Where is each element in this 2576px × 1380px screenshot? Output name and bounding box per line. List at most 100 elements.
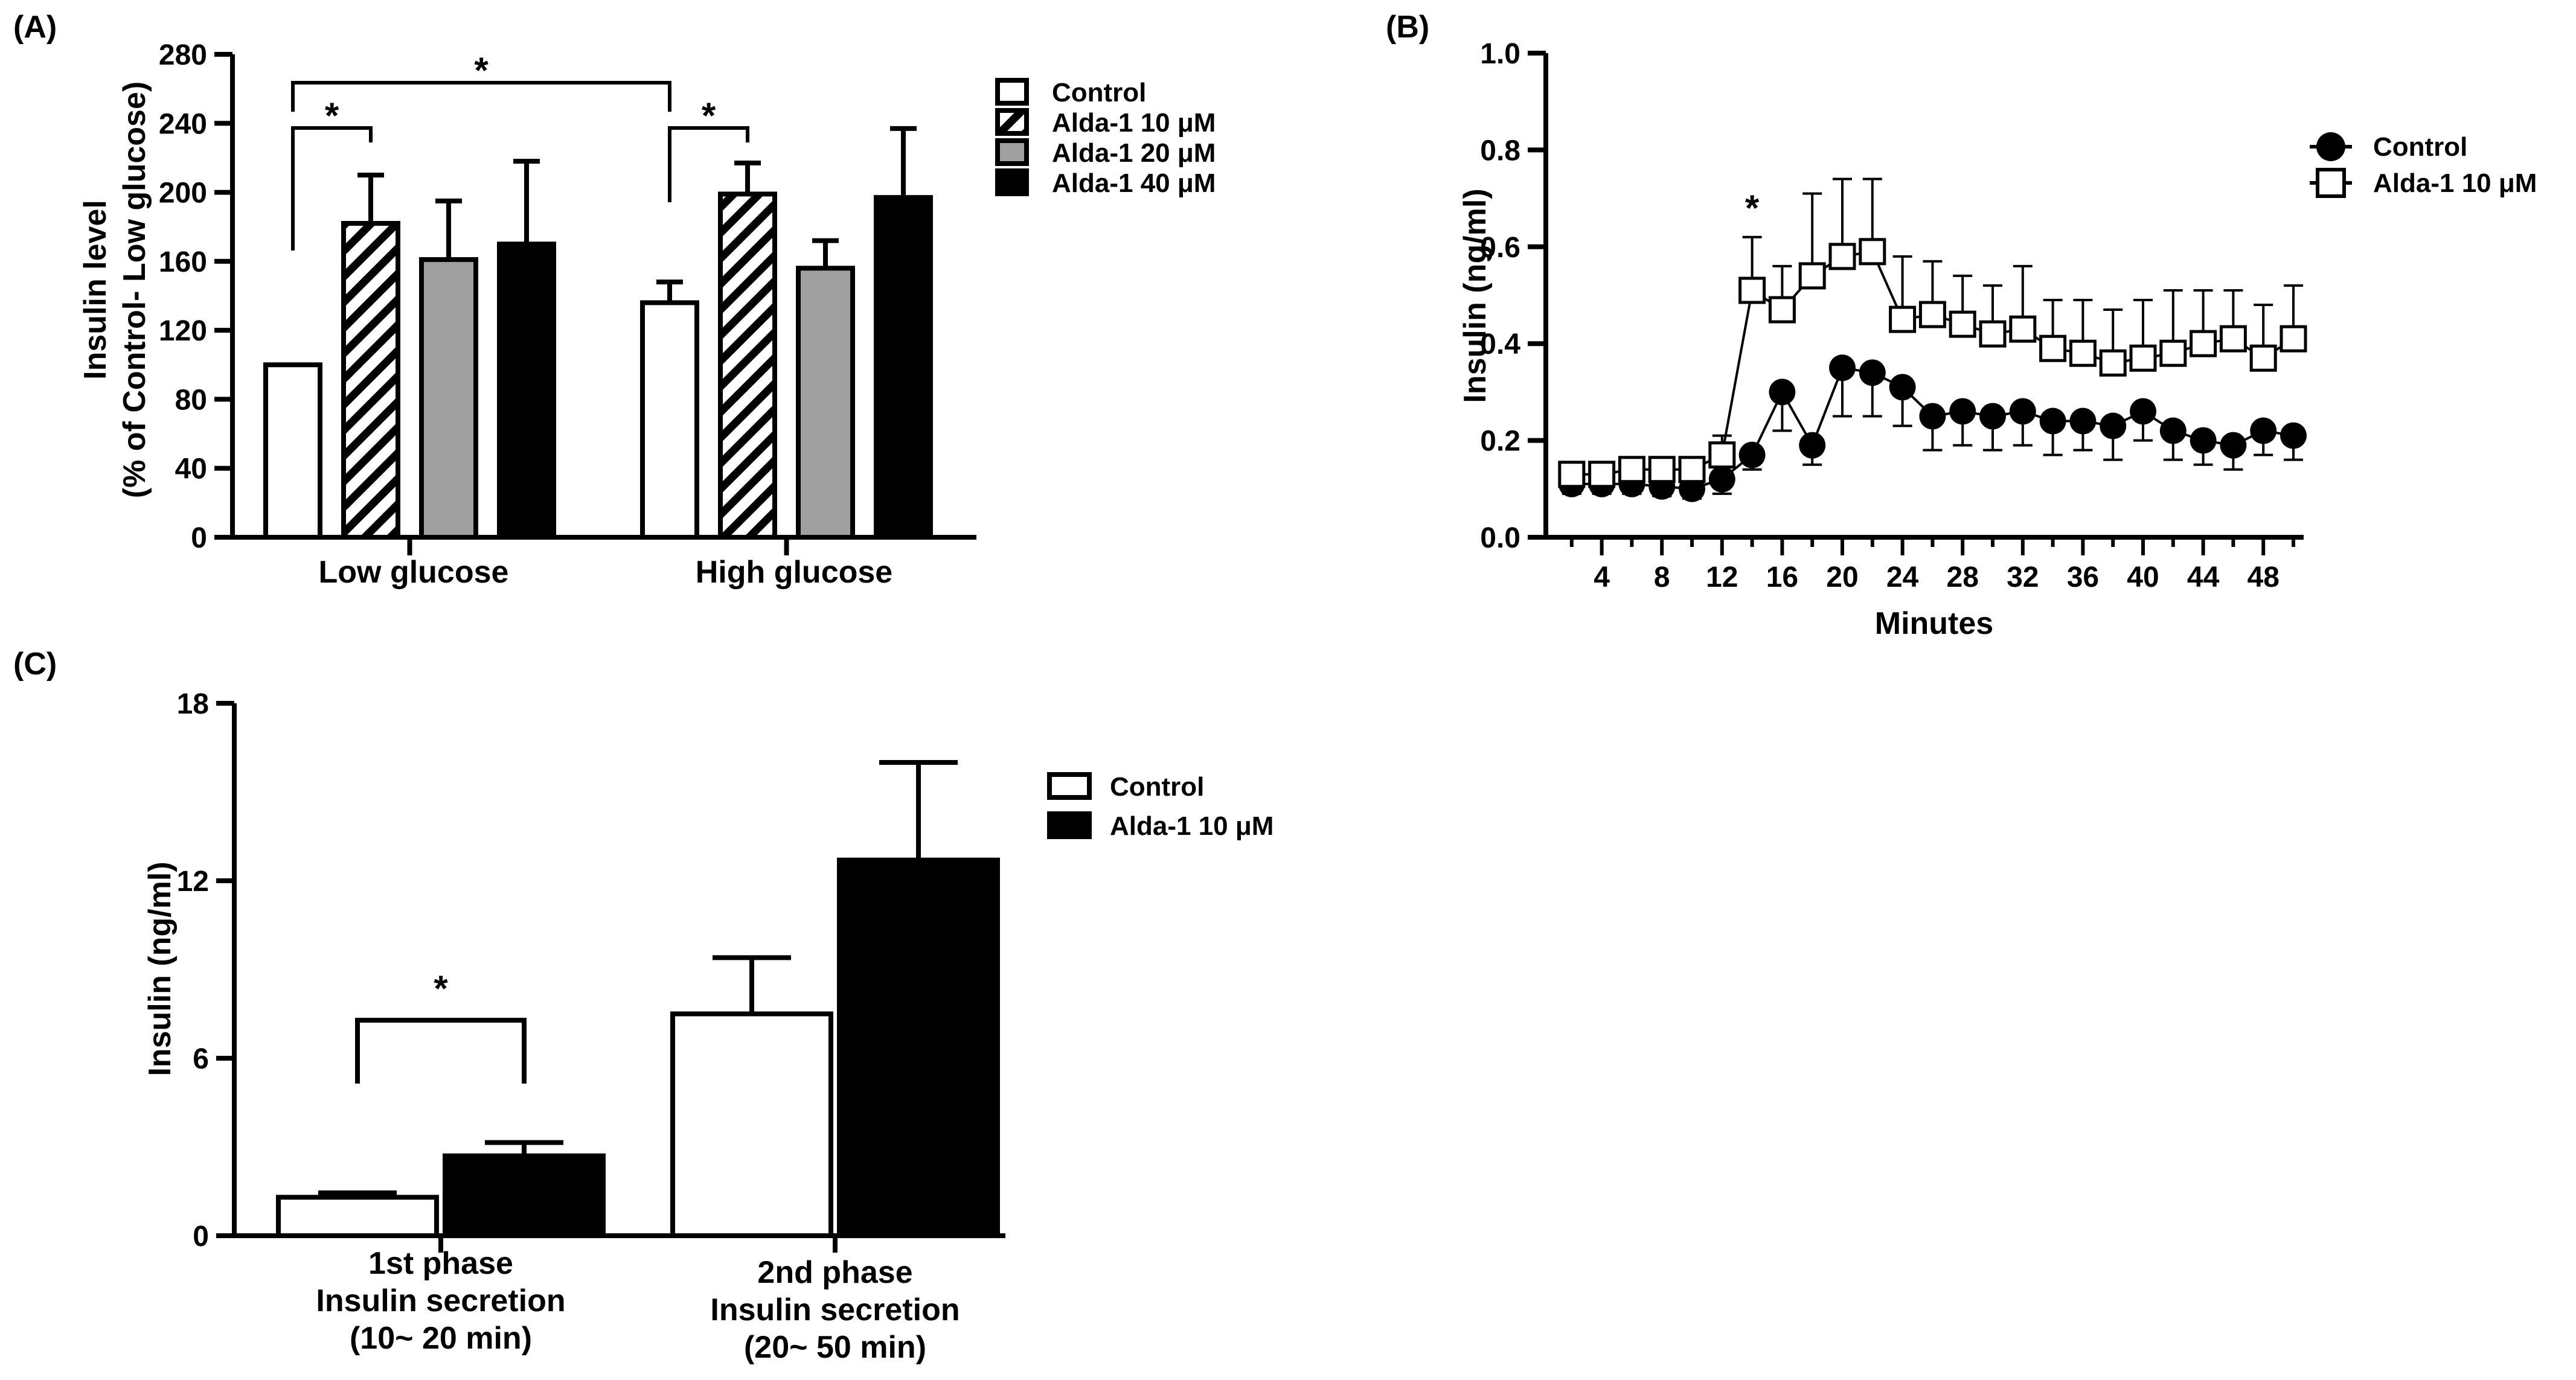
significance-bracket (291, 81, 671, 112)
panel-a-group-label-low: Low glucose (319, 555, 509, 590)
legend-marker-alda10 (2316, 168, 2346, 198)
panel-c-annotations: * (355, 968, 527, 1084)
panel-c-legend: Control Alda-1 10 μM (1047, 772, 1274, 841)
data-point (1769, 379, 1796, 406)
bar (443, 1153, 606, 1238)
x-tick-label: 44 (2187, 561, 2220, 593)
series-alda-10 (1558, 177, 2307, 488)
data-point (2100, 412, 2127, 439)
data-point (1708, 441, 1736, 469)
data-point (1979, 403, 2006, 430)
data-point (1678, 456, 1706, 484)
panel-a-ylabel-line1: Insulin level (78, 200, 113, 380)
bar (796, 266, 855, 540)
panel-c-cat2-line3: (20~ 50 min) (744, 1330, 926, 1365)
bar (276, 1195, 439, 1239)
panel-b-legend: Control Alda-1 10 μM (2310, 132, 2537, 198)
data-point (1768, 296, 1796, 324)
legend-swatch-alda40 (995, 168, 1029, 196)
y-tick-label: 80 (175, 384, 207, 416)
legend-label-alda40: Alda-1 40 μM (1052, 168, 1216, 198)
bar (640, 300, 699, 540)
data-point (2069, 407, 2097, 435)
data-point (1828, 243, 1856, 270)
bar (341, 221, 400, 540)
legend-marker-control (2316, 132, 2345, 161)
bar (670, 1011, 833, 1238)
y-tick-label: 280 (159, 39, 207, 71)
panel-a-ylabel-line2: (% of Control- Low glucose) (117, 81, 152, 498)
panel-a-annotations: * * * (291, 50, 749, 251)
data-point (1859, 238, 1886, 266)
panel-c-ylabel: Insulin (ng/ml) (143, 861, 178, 1076)
x-tick-label: 20 (1826, 561, 1858, 593)
x-tick-label: 12 (1706, 561, 1738, 593)
significance-star: * (325, 95, 339, 136)
panel-c: (C) 0 6 12 18 * Insulin (ng/ml) 1st phase I… (13, 647, 1274, 1365)
panel-b-xlabel: Minutes (1875, 606, 1993, 641)
panel-c-cat2-line1: 2nd phase (757, 1255, 912, 1290)
data-point (2280, 422, 2307, 449)
data-point (2129, 344, 2157, 372)
legend-swatch-alda20 (995, 138, 1029, 166)
panel-a-bars (263, 126, 933, 540)
legend-swatch-control (1047, 772, 1092, 800)
legend-label-alda20: Alda-1 20 μM (1052, 138, 1216, 168)
bar (718, 191, 777, 540)
data-point (1648, 456, 1676, 484)
data-point (2190, 330, 2217, 357)
x-tick-label: 4 (1594, 561, 1610, 593)
panel-c-cat1-line2: Insulin secretion (316, 1283, 565, 1318)
data-point (1618, 456, 1645, 484)
panel-c-label: (C) (13, 647, 57, 682)
data-point (1919, 403, 1946, 430)
bar (263, 362, 322, 540)
data-point (1799, 432, 1826, 459)
y-tick-label: 0.6 (1480, 232, 1520, 264)
y-tick-label: 160 (159, 246, 207, 278)
x-tick-label: 48 (2248, 561, 2280, 593)
x-tick-label: 16 (1766, 561, 1798, 593)
data-point (1588, 461, 1616, 488)
panel-c-cat2-line2: Insulin secretion (710, 1292, 960, 1327)
panel-b-axes: 0.00.20.40.60.81.04 8 12 16 20 24 28 32 36 40 44 48 (1480, 38, 2304, 593)
series-control (1558, 354, 2307, 502)
data-point (1979, 320, 2007, 348)
data-point (1708, 465, 1735, 493)
bar (419, 257, 478, 540)
data-point (2009, 315, 2037, 343)
data-point (1889, 305, 1917, 333)
x-tick-label: 40 (2127, 561, 2159, 593)
x-tick-label: 32 (2007, 561, 2039, 593)
panel-c-cat1-line3: (10~ 20 min) (350, 1321, 532, 1356)
x-tick-label: 8 (1654, 561, 1670, 593)
y-tick-label: 0.4 (1480, 328, 1520, 360)
legend-label-alda10: Alda-1 10 μM (1052, 108, 1216, 138)
data-point (2249, 344, 2277, 372)
panel-a-group-label-high: High glucose (696, 555, 892, 590)
data-point (1949, 398, 1976, 425)
legend-label-control: Control (1052, 78, 1146, 107)
legend-swatch-alda10 (1047, 811, 1092, 839)
data-point (2159, 339, 2187, 367)
legend-label-alda10: Alda-1 10 μM (1110, 811, 1274, 841)
bar (497, 241, 556, 540)
panel-b: (B) 0.00.20.40.60.81.04 8 12 16 20 24 28 32 36 40… (1386, 10, 2537, 641)
panel-b-ylabel: Insulin (ng/ml) (1458, 188, 1493, 403)
y-tick-label: 120 (159, 315, 207, 347)
y-tick-label: 0 (193, 1221, 209, 1253)
y-tick-label: 6 (193, 1043, 209, 1075)
x-tick-label: 28 (1947, 561, 1979, 593)
panel-b-series: * (1558, 177, 2307, 502)
y-tick-label: 12 (177, 866, 209, 898)
bar (874, 195, 933, 540)
legend-label-control: Control (2373, 132, 2467, 162)
y-tick-label: 18 (177, 688, 209, 720)
data-point (2219, 325, 2247, 353)
panel-a: (A) 0 40 80 120 160 200 240 280 * * * Insulin lev… (13, 10, 1216, 590)
data-point (1889, 374, 1916, 401)
significance-bracket (668, 126, 749, 202)
significance-star: * (702, 95, 716, 136)
significance-star: * (1745, 188, 1760, 228)
